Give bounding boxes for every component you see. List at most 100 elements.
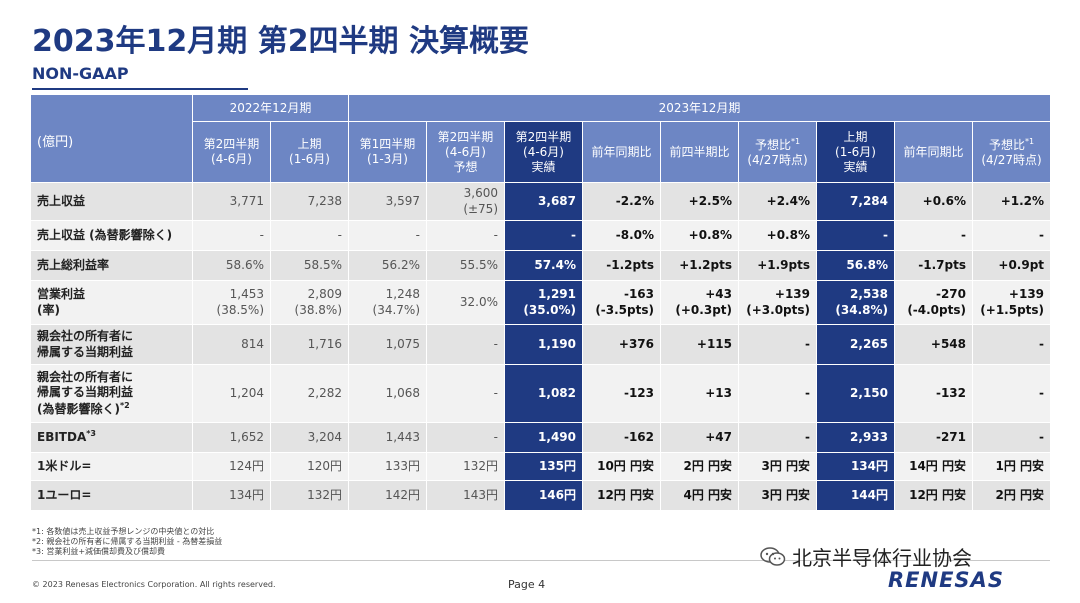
table-cell: - xyxy=(738,422,817,453)
text-line: 58.5% xyxy=(303,257,342,272)
text-line: 1,490 xyxy=(538,429,576,444)
footnote: *3: 営業利益+減価償却費及び償却費 xyxy=(32,547,166,556)
text-line: 3円 円安 xyxy=(761,458,810,473)
table-cell: -123 xyxy=(582,364,661,423)
table-cell: +2.4% xyxy=(738,182,817,221)
row-label: 売上収益 xyxy=(30,182,193,221)
table-cell: 134円 xyxy=(192,480,271,511)
text-line: +0.8% xyxy=(688,227,732,242)
text-line: 上期 xyxy=(843,129,868,144)
table-cell: 32.0% xyxy=(426,280,505,325)
table-cell: - xyxy=(504,220,583,251)
table-cell: 58.6% xyxy=(192,250,271,281)
text-line: - xyxy=(493,429,498,444)
text-line: 134円 xyxy=(850,458,888,473)
table-cell: +1.9pts xyxy=(738,250,817,281)
text-line: 実績 xyxy=(843,159,868,174)
text-line: (34.8%) xyxy=(835,302,888,317)
table-cell: 7,284 xyxy=(816,182,895,221)
text-line: - xyxy=(805,336,810,351)
text-line: (-4.0pts) xyxy=(907,302,966,317)
text-line: 3,600 xyxy=(463,185,498,200)
text-line: (為替影響除く) xyxy=(37,401,120,416)
unit-label: (億円) xyxy=(30,94,193,183)
text-line: -1.2pts xyxy=(606,257,654,272)
column-header: 前年同期比 xyxy=(894,121,973,183)
table-cell: 1,068 xyxy=(348,364,427,423)
table-cell: -132 xyxy=(894,364,973,423)
table-cell: 1,204 xyxy=(192,364,271,423)
text-line: (38.8%) xyxy=(294,302,342,317)
table-cell: 124円 xyxy=(192,452,271,481)
column-header: 前年同期比 xyxy=(582,121,661,183)
text-line: 1,204 xyxy=(229,385,264,400)
table-cell: 133円 xyxy=(348,452,427,481)
table-cell: 2,933 xyxy=(816,422,895,453)
table-cell: 135円 xyxy=(504,452,583,481)
table-cell: 55.5% xyxy=(426,250,505,281)
text-line: (-3.5pts) xyxy=(595,302,654,317)
text-line: - xyxy=(337,227,342,242)
table-cell: 814 xyxy=(192,324,271,365)
watermark-text: 北京半导体行业协会 xyxy=(792,546,972,570)
text-line: - xyxy=(805,385,810,400)
text-line: - xyxy=(571,227,576,242)
text-line: 親会社の所有者に xyxy=(37,369,134,384)
footer-divider xyxy=(32,560,1050,561)
text-line: 1,082 xyxy=(538,385,576,400)
text-line: 第2四半期 xyxy=(203,137,260,151)
text-line: 10円 円安 xyxy=(597,458,654,473)
text-line: 2,150 xyxy=(850,385,888,400)
table-cell: 2,265 xyxy=(816,324,895,365)
text-line: 14円 円安 xyxy=(909,458,966,473)
table-cell: 3円 円安 xyxy=(738,452,817,481)
table-cell: 1,248 (34.7%) xyxy=(348,280,427,325)
column-header: 上期 (1-6月) xyxy=(270,121,349,183)
text-line: 第2四半期 xyxy=(515,129,572,144)
text-line: (1-3月) xyxy=(367,152,408,166)
table-cell: 3,687 xyxy=(504,182,583,221)
text-line: (4/27時点) xyxy=(747,152,808,167)
text-line: 1,716 xyxy=(307,336,342,351)
text-line: (±75) xyxy=(463,201,498,216)
table-cell: - xyxy=(738,324,817,365)
table-cell: +139 (+1.5pts) xyxy=(971,280,1052,325)
table-cell: 58.5% xyxy=(270,250,349,281)
table-cell: - xyxy=(426,364,505,423)
column-header: 予想比*1 (4/27時点) xyxy=(971,121,1052,183)
text-line: 1円 円安 xyxy=(995,458,1045,473)
table-cell: -163 (-3.5pts) xyxy=(582,280,661,325)
text-line: 133円 xyxy=(385,458,420,473)
text-line: 120円 xyxy=(307,458,342,473)
text-line: 142円 xyxy=(385,487,420,502)
table-cell: 3円 円安 xyxy=(738,480,817,511)
text-line: -162 xyxy=(623,429,654,444)
table-cell: 2,150 xyxy=(816,364,895,423)
text-line: - xyxy=(415,227,420,242)
footnote: *1: 各数値は売上収益予想レンジの中央値との対比 xyxy=(32,527,215,536)
page-number: Page 4 xyxy=(508,578,546,591)
table-cell: +1.2pts xyxy=(660,250,739,281)
column-header: 第1四半期 (1-3月) xyxy=(348,121,427,183)
table-cell: 132円 xyxy=(270,480,349,511)
table-cell: 144円 xyxy=(816,480,895,511)
table-cell: +0.6% xyxy=(894,182,973,221)
text-line: 2,265 xyxy=(850,336,888,351)
text-line: 3,771 xyxy=(229,193,264,208)
table-cell: 2,538 (34.8%) xyxy=(816,280,895,325)
table-cell: +548 xyxy=(894,324,973,365)
text-line: 2,933 xyxy=(850,429,888,444)
text-line: +139 xyxy=(774,286,810,301)
text-line: -8.0% xyxy=(615,227,654,242)
table-cell: - xyxy=(426,220,505,251)
table-cell: +43 (+0.3pt) xyxy=(660,280,739,325)
text-line: 帰属する当期利益 xyxy=(37,385,134,400)
text-line: (38.5%) xyxy=(216,302,264,317)
text-line: 3,687 xyxy=(538,193,576,208)
table-cell: - xyxy=(971,364,1052,423)
table-row: 売上収益 (為替影響除く) - - - - - -8.0% +0.8% +0.8% - - - xyxy=(30,220,1052,251)
footnote: *2: 親会社の所有者に帰属する当期利益 - 為替差損益 xyxy=(32,537,223,546)
table-cell: +0.8% xyxy=(660,220,739,251)
text-line: 1ユーロ= xyxy=(37,487,92,502)
table-cell: -2.2% xyxy=(582,182,661,221)
